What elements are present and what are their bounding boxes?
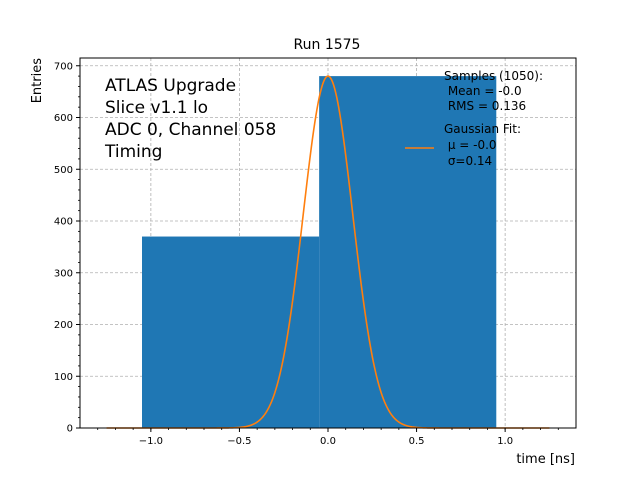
x-tick-label-1: −0.5 (227, 436, 251, 447)
legend-samples-line-1: Mean = -0.0 (444, 84, 522, 98)
annotation-line-3: Timing (104, 142, 162, 162)
histogram-bars (142, 76, 497, 429)
x-axis-label: time [ns] (516, 452, 575, 467)
y-axis-ticks: 0 100 200 300 400 500 600 700 (54, 61, 80, 435)
y-tick-label-7: 700 (54, 61, 73, 72)
legend-fit-line-1: μ = -0.0 (444, 138, 497, 152)
chart-title: Run 1575 (294, 37, 361, 53)
y-tick-label-0: 0 (67, 424, 73, 435)
histogram-bar-1 (319, 76, 497, 429)
annotation-line-2: ADC 0, Channel 058 (105, 120, 276, 140)
histogram-bar-0 (142, 236, 320, 428)
y-tick-label-4: 400 (54, 217, 73, 228)
x-tick-label-4: 1.0 (497, 436, 513, 447)
x-tick-label-2: 0.0 (320, 436, 336, 447)
x-tick-label-0: −1.0 (139, 436, 163, 447)
y-tick-label-5: 500 (54, 165, 73, 176)
y-tick-label-2: 200 (54, 320, 73, 331)
y-tick-label-3: 300 (54, 268, 73, 279)
legend-samples-line-0: Samples (1050): (444, 69, 543, 83)
x-tick-label-3: 0.5 (409, 436, 425, 447)
annotation-line-1: Slice v1.1 lo (105, 98, 208, 118)
legend: Samples (1050): Mean = -0.0 RMS = 0.136 G… (405, 69, 543, 168)
legend-samples-line-2: RMS = 0.136 (444, 99, 526, 113)
x-axis-ticks: −1.0 −0.5 0.0 0.5 1.0 (97, 428, 559, 447)
legend-fit-line-0: Gaussian Fit: (444, 122, 521, 136)
y-tick-label-1: 100 (54, 372, 73, 383)
legend-fit-line-2: σ=0.14 (444, 154, 492, 168)
y-tick-label-6: 600 (54, 113, 73, 124)
y-axis-label: Entries (30, 58, 45, 104)
annotation-line-0: ATLAS Upgrade (105, 76, 236, 96)
